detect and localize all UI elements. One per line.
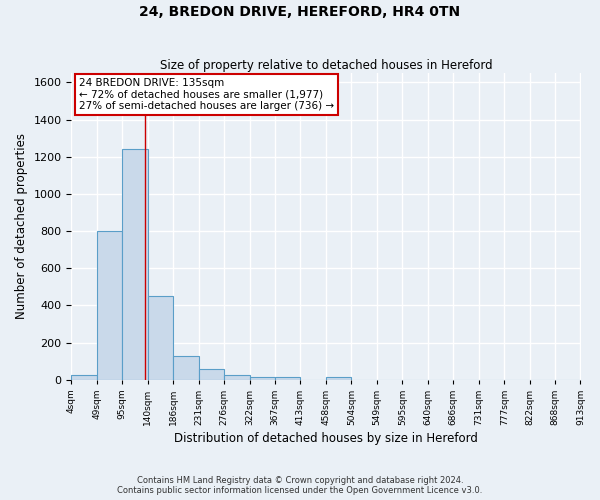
Text: Contains HM Land Registry data © Crown copyright and database right 2024.
Contai: Contains HM Land Registry data © Crown c… bbox=[118, 476, 482, 495]
Bar bbox=[199, 368, 224, 380]
Title: Size of property relative to detached houses in Hereford: Size of property relative to detached ho… bbox=[160, 59, 492, 72]
Text: 24 BREDON DRIVE: 135sqm
← 72% of detached houses are smaller (1,977)
27% of semi: 24 BREDON DRIVE: 135sqm ← 72% of detache… bbox=[79, 78, 334, 111]
Bar bbox=[224, 375, 250, 380]
Bar bbox=[122, 150, 148, 380]
Bar bbox=[326, 377, 352, 380]
Bar bbox=[148, 296, 173, 380]
Bar bbox=[71, 375, 97, 380]
Bar bbox=[275, 377, 301, 380]
X-axis label: Distribution of detached houses by size in Hereford: Distribution of detached houses by size … bbox=[174, 432, 478, 445]
Bar bbox=[97, 231, 122, 380]
Bar bbox=[173, 356, 199, 380]
Y-axis label: Number of detached properties: Number of detached properties bbox=[15, 134, 28, 320]
Text: 24, BREDON DRIVE, HEREFORD, HR4 0TN: 24, BREDON DRIVE, HEREFORD, HR4 0TN bbox=[139, 5, 461, 19]
Bar bbox=[250, 377, 275, 380]
